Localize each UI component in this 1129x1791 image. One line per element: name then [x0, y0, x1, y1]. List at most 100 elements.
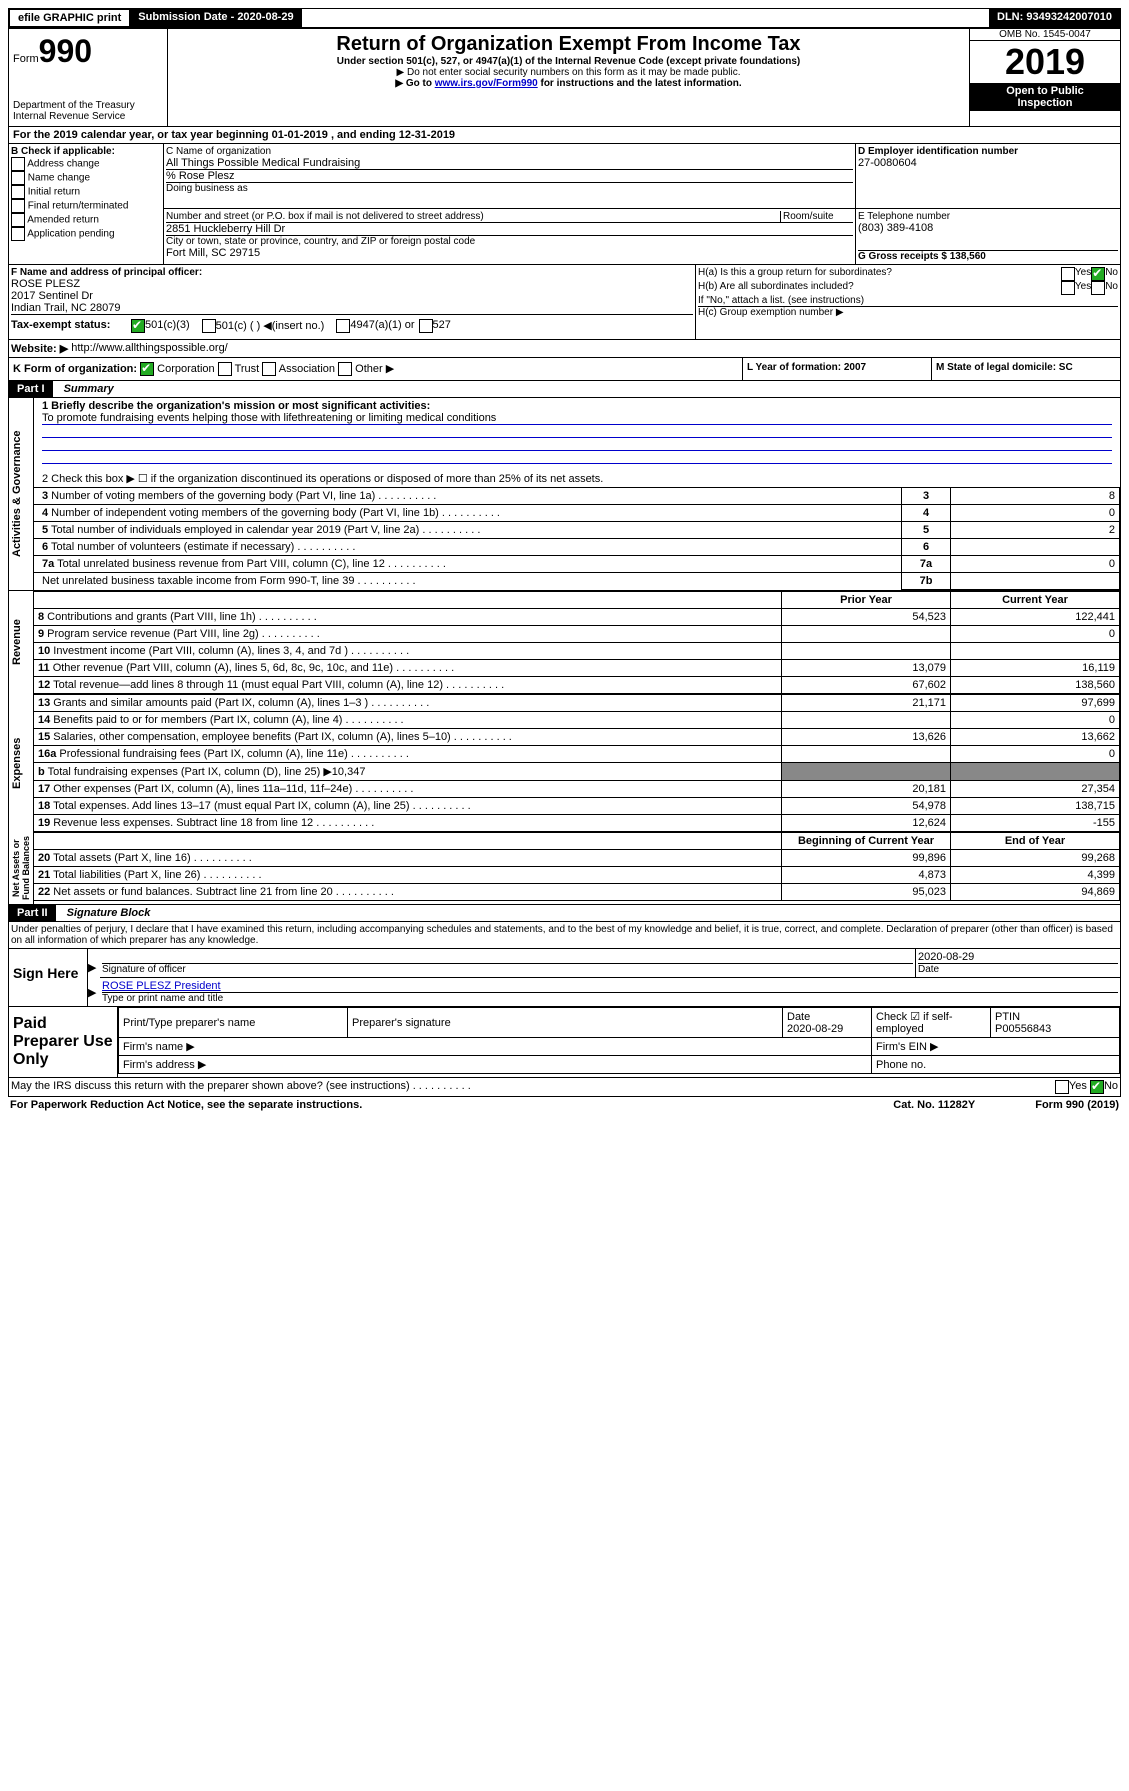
trust-cb[interactable]	[218, 362, 232, 376]
sign-here-block: Sign Here ▶▶ Signature of officer 2020-0…	[8, 949, 1121, 1007]
form-title: Return of Organization Exempt From Incom…	[172, 33, 965, 56]
website[interactable]: http://www.allthingspossible.org/	[71, 342, 228, 355]
corp: Corporation	[157, 363, 214, 375]
ein: 27-0080604	[858, 157, 1118, 169]
l-year: L Year of formation: 2007	[743, 358, 932, 380]
ptin-label: PTIN	[995, 1011, 1020, 1023]
netassets-label: Net Assets or Fund Balances	[9, 832, 33, 904]
expenses-label: Expenses	[9, 694, 25, 832]
form-header: Form990 Department of the Treasury Inter…	[8, 28, 1121, 127]
501c3-cb[interactable]	[131, 319, 145, 333]
other: Other ▶	[355, 363, 394, 375]
sign-here: Sign Here	[9, 949, 87, 1006]
final-return: Final return/terminated	[28, 201, 129, 212]
officer-name: ROSE PLESZ	[11, 278, 693, 290]
part2-label: Part II	[9, 905, 56, 921]
name-change-cb[interactable]	[11, 171, 25, 185]
org-name: All Things Possible Medical Fundraising	[166, 157, 853, 169]
form-footer: Form 990 (2019)	[1035, 1099, 1119, 1111]
part1-header: Part I Summary	[8, 381, 1121, 398]
initial-cb[interactable]	[11, 185, 25, 199]
501c-cb[interactable]	[202, 319, 216, 333]
discuss: May the IRS discuss this return with the…	[11, 1080, 1055, 1094]
efile-btn[interactable]: efile GRAPHIC print	[9, 9, 130, 27]
final-cb[interactable]	[11, 199, 25, 213]
klm-row: K Form of organization: Corporation Trus…	[8, 358, 1121, 381]
netassets-section: Net Assets or Fund Balances Beginning of…	[8, 832, 1121, 905]
org-info: B Check if applicable: Address change Na…	[8, 144, 1121, 265]
city-label: City or town, state or province, country…	[166, 235, 853, 247]
top-table: 3 Number of voting members of the govern…	[34, 487, 1120, 590]
city: Fort Mill, SC 29715	[166, 247, 853, 259]
hc: H(c) Group exemption number ▶	[698, 306, 1118, 318]
hb-no[interactable]	[1091, 281, 1105, 295]
expenses-section: Expenses 13 Grants and similar amounts p…	[8, 694, 1121, 832]
col-current: Current Year	[951, 592, 1120, 609]
amended-cb[interactable]	[11, 213, 25, 227]
part1-label: Part I	[9, 381, 53, 397]
initial-return: Initial return	[28, 187, 80, 198]
tax-period: For the 2019 calendar year, or tax year …	[8, 127, 1121, 144]
paperwork: For Paperwork Reduction Act Notice, see …	[10, 1099, 362, 1111]
k-label: K Form of organization:	[13, 363, 137, 375]
part2-title: Signature Block	[59, 905, 159, 921]
hb-yes[interactable]	[1061, 281, 1075, 295]
street: 2851 Huckleberry Hill Dr	[166, 223, 853, 235]
dept: Department of the Treasury Internal Reve…	[13, 100, 163, 122]
irs-link[interactable]: www.irs.gov/Form990	[435, 78, 538, 89]
footer: For Paperwork Reduction Act Notice, see …	[8, 1097, 1121, 1113]
4947a1: 4947(a)(1) or	[350, 319, 414, 333]
firm-ein: Firm's EIN ▶	[872, 1038, 1120, 1056]
f-label: F Name and address of principal officer:	[11, 267, 693, 278]
name-change: Name change	[28, 173, 90, 184]
revenue-table: Prior YearCurrent Year 8 Contributions a…	[34, 591, 1120, 694]
sub2: ▶ Do not enter social security numbers o…	[172, 67, 965, 78]
col-end: End of Year	[951, 833, 1120, 850]
prep-name: Print/Type preparer's name	[119, 1008, 348, 1038]
discuss-yes-cb[interactable]	[1055, 1080, 1069, 1094]
self-employed: Check ☑ if self-employed	[872, 1008, 991, 1038]
prep-sig: Preparer's signature	[348, 1008, 783, 1038]
preparer-table: Print/Type preparer's name Preparer's si…	[118, 1007, 1120, 1074]
g-gross: G Gross receipts $ 138,560	[858, 250, 1118, 262]
app-cb[interactable]	[11, 227, 25, 241]
hb: H(b) Are all subordinates included?	[698, 281, 1061, 295]
discuss-row: May the IRS discuss this return with the…	[8, 1078, 1121, 1097]
assoc: Association	[279, 363, 335, 375]
sub1: Under section 501(c), 527, or 4947(a)(1)…	[172, 56, 965, 67]
ha-no[interactable]	[1091, 267, 1105, 281]
declaration: Under penalties of perjury, I declare th…	[8, 921, 1121, 949]
sub3a: ▶ Go to	[395, 78, 434, 89]
phone: (803) 389-4108	[858, 222, 1118, 234]
subdate: Submission Date - 2020-08-29	[130, 9, 301, 27]
501c3: 501(c)(3)	[145, 319, 190, 333]
officer-group: F Name and address of principal officer:…	[8, 265, 1121, 340]
form-number: 990	[39, 33, 92, 69]
mission: To promote fundraising events helping th…	[42, 412, 1112, 425]
paid-preparer: Paid Preparer Use Only	[9, 1007, 117, 1077]
addr-change-cb[interactable]	[11, 157, 25, 171]
line1: 1 Briefly describe the organization's mi…	[42, 400, 1112, 412]
ha-yes[interactable]	[1061, 267, 1075, 281]
col-begin: Beginning of Current Year	[782, 833, 951, 850]
amended: Amended return	[27, 215, 99, 226]
assoc-cb[interactable]	[262, 362, 276, 376]
prep-date: Date 2020-08-29	[783, 1008, 872, 1038]
m-state: M State of legal domicile: SC	[932, 358, 1120, 380]
omb: OMB No. 1545-0047	[970, 29, 1120, 41]
corp-cb[interactable]	[140, 362, 154, 376]
firm-addr: Firm's address ▶	[119, 1056, 872, 1074]
other-cb[interactable]	[338, 362, 352, 376]
cat-no: Cat. No. 11282Y	[893, 1099, 975, 1111]
527-cb[interactable]	[419, 319, 433, 333]
part2-header: Part II Signature Block	[8, 905, 1121, 921]
officer-sig-name: ROSE PLESZ President	[102, 980, 1118, 992]
h-note: If "No," attach a list. (see instruction…	[698, 295, 1118, 306]
4947-cb[interactable]	[336, 319, 350, 333]
summary-section: Activities & Governance 1 Briefly descri…	[8, 398, 1121, 590]
j-label: Website: ▶	[11, 342, 68, 355]
527: 527	[433, 319, 451, 333]
open-inspection: Open to Public Inspection	[970, 83, 1120, 111]
discuss-no-cb[interactable]	[1090, 1080, 1104, 1094]
netassets-table: Beginning of Current YearEnd of Year 20 …	[34, 832, 1120, 901]
